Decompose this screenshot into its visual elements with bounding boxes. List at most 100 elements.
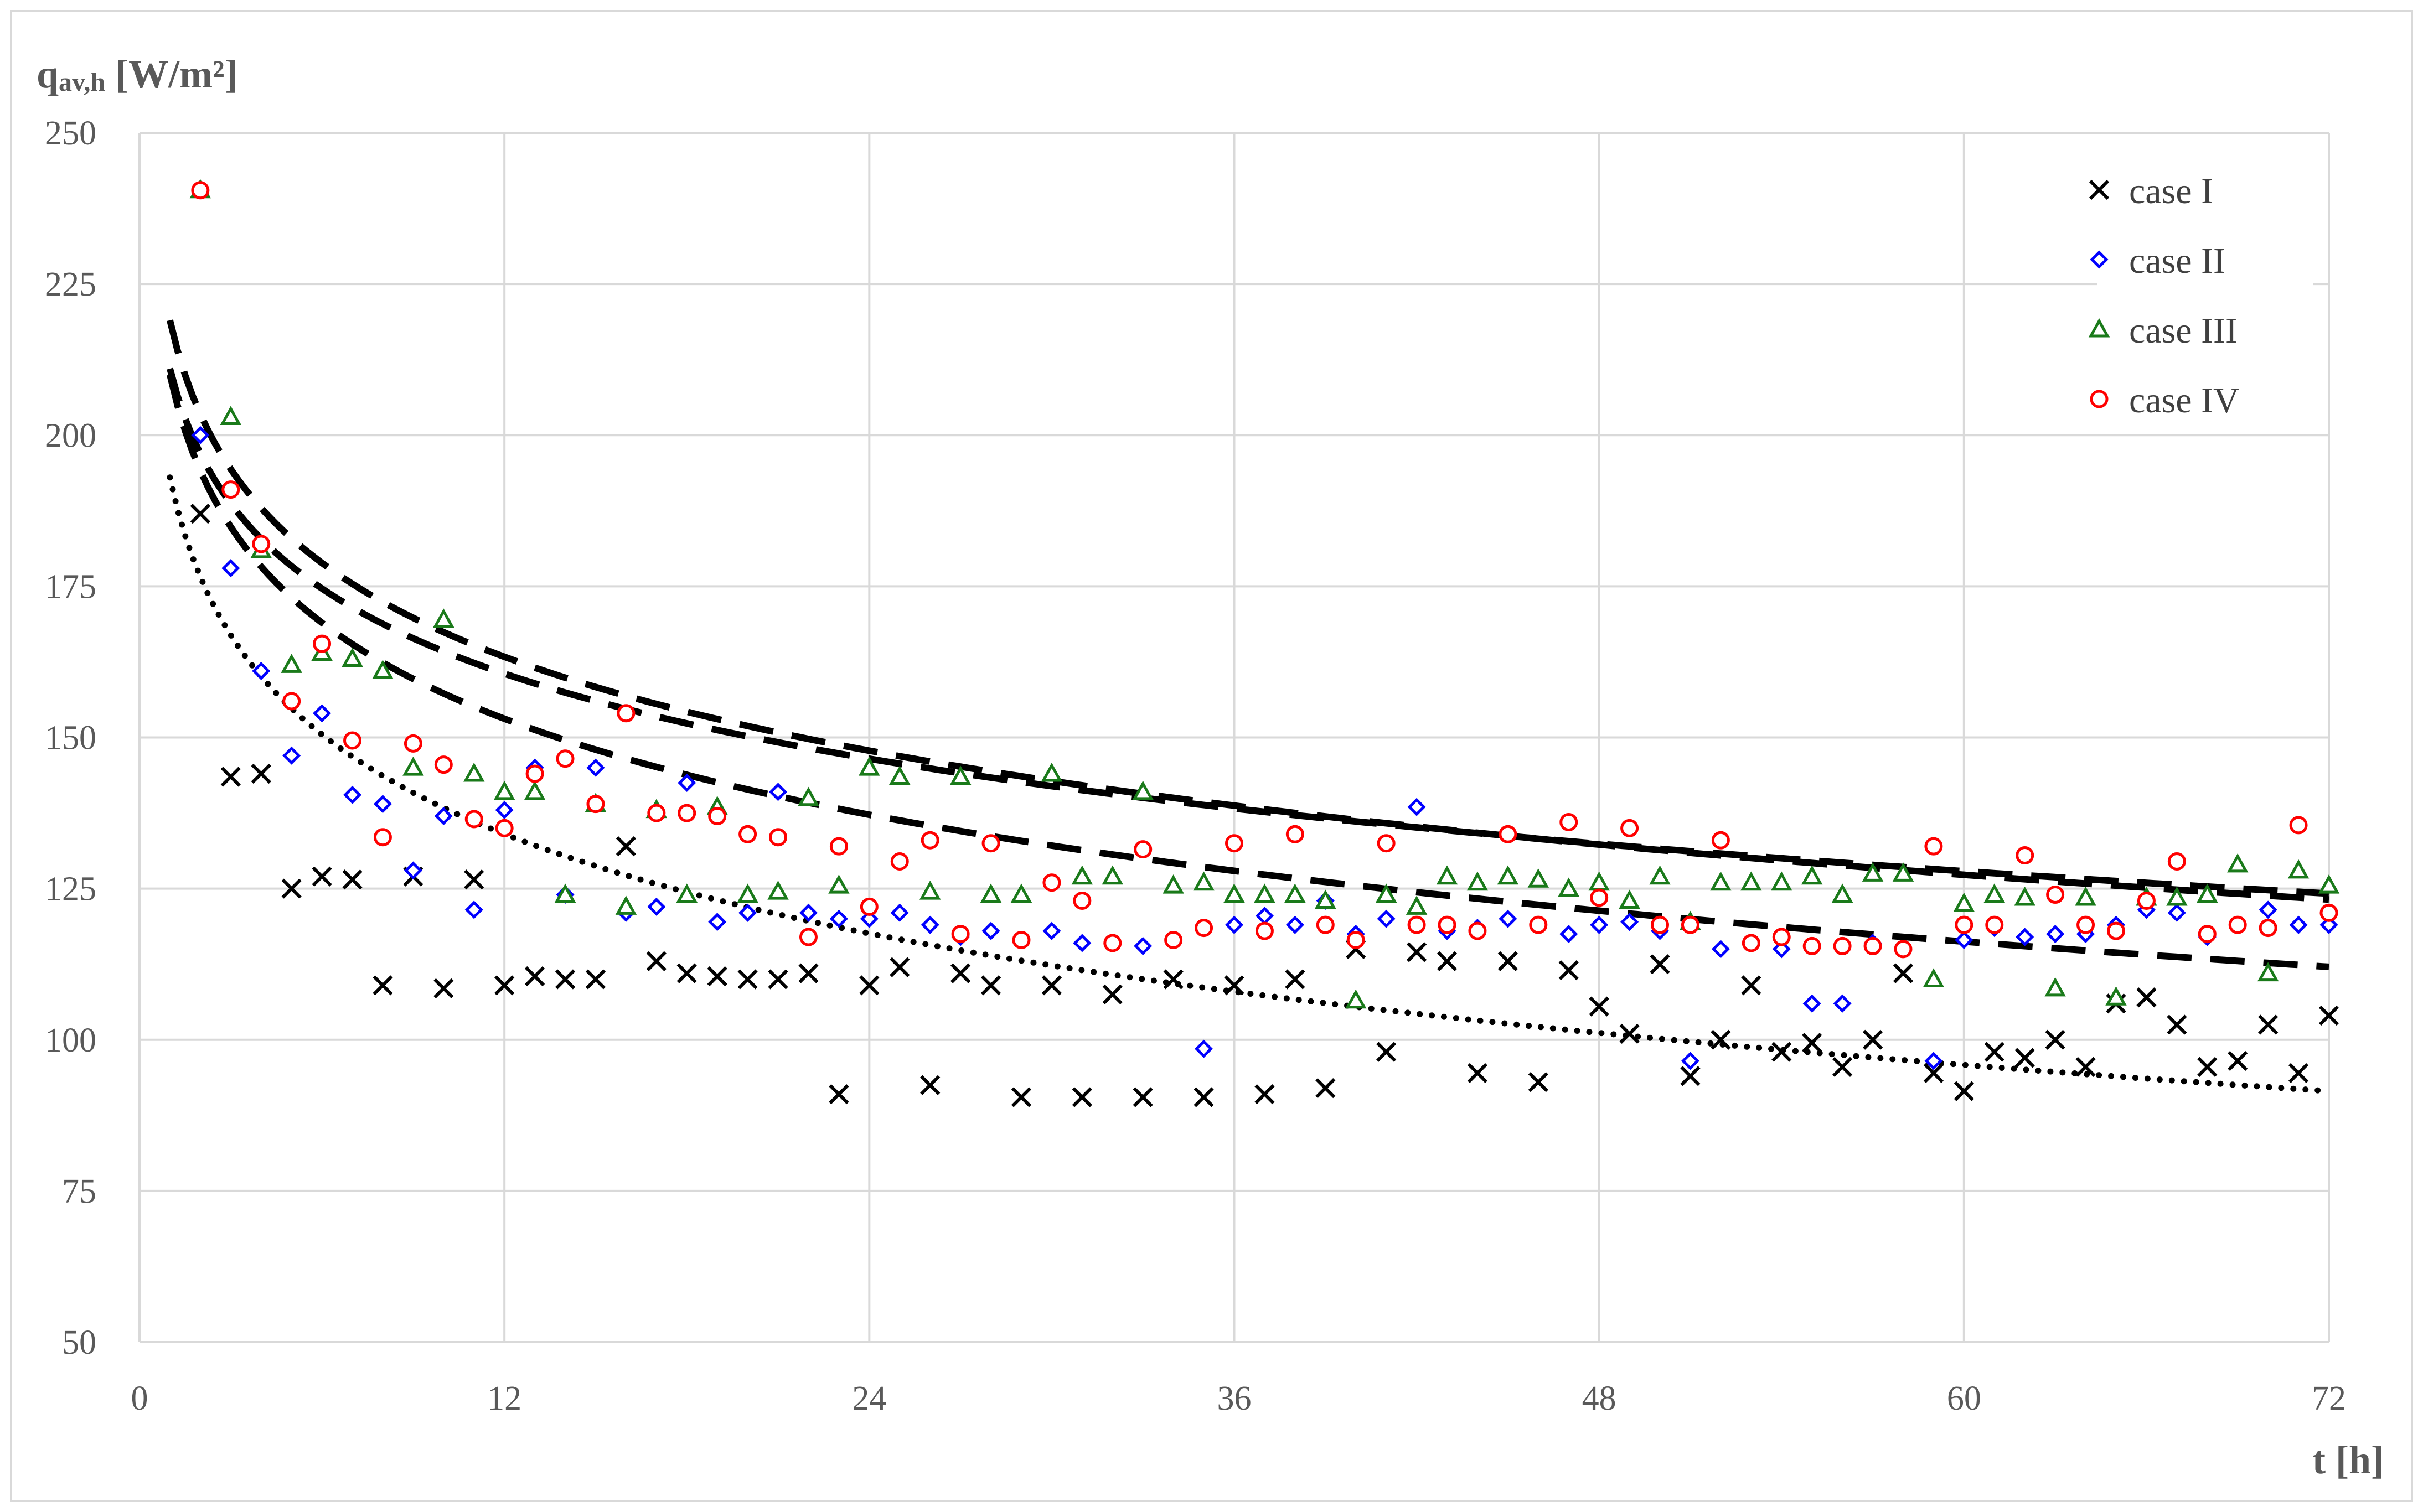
y-tick-label: 175	[45, 568, 96, 605]
data-point	[676, 883, 698, 903]
data-point	[1071, 865, 1093, 885]
data-point	[1589, 996, 1609, 1017]
data-point	[1315, 889, 1336, 909]
data-point	[1529, 915, 1548, 934]
data-point	[860, 909, 879, 928]
data-point	[2076, 915, 2095, 934]
data-point	[2318, 1005, 2339, 1026]
data-point	[1407, 798, 1426, 816]
data-point	[464, 900, 483, 919]
data-point	[191, 426, 210, 444]
data-point	[1407, 915, 1426, 934]
data-point	[1924, 1052, 1943, 1070]
data-point	[2136, 987, 2157, 1008]
data-point	[1225, 915, 1244, 934]
y-axis-label-sub: av,h	[59, 68, 105, 97]
data-point	[1255, 921, 1274, 940]
data-point	[738, 903, 757, 922]
data-point	[951, 925, 970, 944]
data-point	[282, 692, 301, 711]
data-point	[1802, 1033, 1822, 1053]
data-point	[555, 969, 576, 990]
data-point	[1831, 883, 1853, 903]
data-point	[1406, 895, 1428, 915]
trendline-dashed	[167, 319, 2329, 903]
data-point	[525, 764, 544, 783]
data-point	[2167, 903, 2186, 922]
data-point	[1924, 837, 1943, 856]
data-point	[586, 795, 605, 814]
data-point	[1164, 930, 1183, 949]
data-point	[859, 975, 880, 996]
data-point	[1377, 909, 1396, 928]
data-point	[1134, 936, 1153, 955]
data-point	[1010, 883, 1032, 903]
data-point	[1375, 883, 1397, 903]
data-point	[1072, 1087, 1092, 1107]
data-point	[190, 504, 210, 524]
data-point	[647, 897, 666, 916]
data-point	[1711, 940, 1730, 959]
data-point	[1527, 868, 1549, 888]
data-point	[2045, 1029, 2065, 1050]
data-point	[1315, 1078, 1336, 1099]
data-point	[1893, 963, 1914, 983]
data-point	[1862, 862, 1884, 882]
data-point	[798, 786, 819, 806]
data-point	[1620, 913, 1639, 931]
data-point	[919, 880, 941, 900]
data-point	[1923, 1063, 1944, 1083]
data-point	[251, 763, 271, 784]
legend: case I case II case III case IV	[2088, 148, 2313, 425]
data-point	[1195, 919, 1213, 938]
data-point	[2016, 928, 2034, 946]
data-point	[2016, 846, 2034, 865]
data-point	[767, 880, 789, 900]
data-point	[191, 181, 210, 200]
data-point	[2259, 919, 2277, 938]
data-point	[1255, 907, 1274, 925]
data-point	[1801, 865, 1823, 885]
data-point	[1711, 831, 1730, 850]
data-point	[1742, 934, 1760, 952]
series-circle	[191, 181, 2338, 959]
data-point	[281, 878, 302, 899]
data-point	[2318, 874, 2340, 894]
chart-frame	[10, 10, 2413, 1502]
data-point	[1225, 834, 1243, 853]
data-point	[2257, 962, 2279, 982]
data-point	[1590, 888, 1609, 907]
data-point	[890, 852, 909, 871]
data-point	[890, 903, 909, 922]
data-point	[769, 783, 788, 801]
y-tick-label: 150	[45, 719, 96, 757]
axes	[138, 133, 2329, 1343]
data-point	[312, 866, 332, 887]
data-point	[1711, 1029, 1731, 1050]
data-point	[1772, 928, 1791, 946]
data-point	[464, 869, 484, 890]
data-point	[1923, 968, 1945, 987]
data-point	[1377, 834, 1396, 853]
data-point	[890, 957, 910, 977]
data-point	[768, 969, 788, 990]
x-tick-label: 12	[487, 1380, 521, 1417]
data-point	[1042, 873, 1061, 892]
legend-marker	[2090, 390, 2109, 408]
data-point	[798, 963, 819, 983]
data-point	[2166, 886, 2188, 906]
x-tick-label: 60	[1947, 1380, 1981, 1417]
data-point	[1254, 1084, 1275, 1105]
data-point	[2197, 1057, 2218, 1078]
data-point	[829, 1084, 849, 1105]
x-tick-label: 72	[2312, 1380, 2346, 1417]
data-point	[1285, 915, 1304, 934]
data-point	[1073, 891, 1092, 910]
data-point	[1012, 930, 1031, 949]
data-point	[1316, 915, 1335, 934]
data-point	[1436, 865, 1458, 885]
data-point	[313, 704, 332, 723]
x-tick-label: 24	[852, 1380, 886, 1417]
data-point	[495, 801, 514, 820]
data-point	[1163, 969, 1184, 990]
